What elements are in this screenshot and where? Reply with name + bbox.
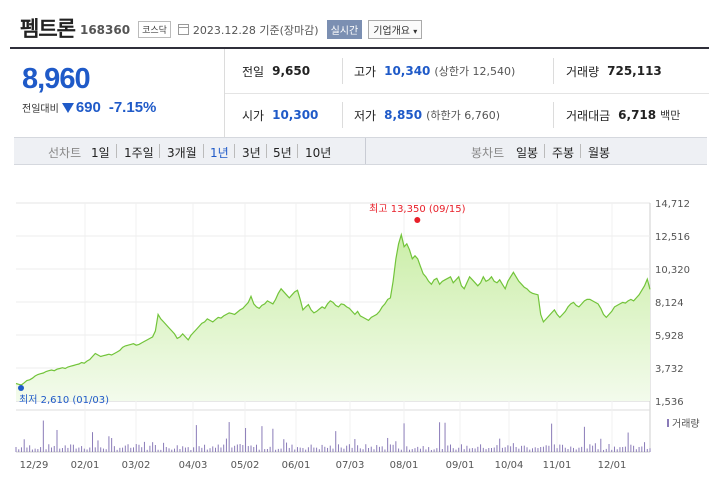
open-value: 10,300 <box>272 108 319 122</box>
y-tick-label: 8,124 <box>655 298 684 309</box>
quote-date: 2023.12.28 기준(장마감) <box>192 23 319 37</box>
volume-label: 거래량 <box>566 64 600 79</box>
volume-legend-label: 거래량 <box>672 418 700 430</box>
quote-grid: 전일 9,650 고가 10,340 (상한가 12,540) 거래량 725,… <box>225 49 709 137</box>
candle-weekly-tab[interactable]: 주봉 <box>552 146 575 160</box>
trade-value-unit: 백만 <box>660 109 681 122</box>
high-label: 고가 <box>354 64 377 79</box>
min-marker <box>18 385 24 391</box>
realtime-button[interactable]: 실시간 <box>326 20 363 39</box>
period-3m-tab[interactable]: 3개월 <box>167 146 197 160</box>
upper-limit: (상한가 12,540) <box>434 65 516 78</box>
quote-separator <box>553 58 554 84</box>
volume-value: 725,113 <box>607 64 662 78</box>
down-arrow-icon <box>61 102 74 113</box>
prev-close-cell: 전일 9,650 <box>242 49 310 93</box>
tab-divider <box>580 144 581 158</box>
period-1w-tab[interactable]: 1주일 <box>124 146 154 160</box>
tab-divider <box>116 144 117 158</box>
period-1d-tab[interactable]: 1일 <box>91 146 110 160</box>
x-tick-label: 09/01 <box>446 460 475 471</box>
candle-monthly-tab[interactable]: 월봉 <box>588 146 611 160</box>
x-tick-label: 02/01 <box>71 460 100 471</box>
current-price: 8,960 <box>22 63 91 95</box>
candle-daily-tab[interactable]: 일봉 <box>516 146 539 160</box>
trade-value: 6,718 <box>618 108 657 122</box>
open-label: 시가 <box>242 108 265 123</box>
stock-name: 펨트론 <box>20 17 76 41</box>
period-3y-tab[interactable]: 3년 <box>242 146 261 160</box>
y-tick-label: 12,516 <box>655 232 690 243</box>
y-axis-labels: 14,712 12,516 10,320 8,124 5,928 3,732 1,536 <box>655 199 690 408</box>
y-tick-label: 1,536 <box>655 397 684 408</box>
x-tick-label: 08/01 <box>390 460 419 471</box>
stock-code: 168360 <box>79 23 131 37</box>
period-1y-tab[interactable]: 1년 <box>210 146 229 160</box>
prev-close-value: 9,650 <box>272 64 311 78</box>
prev-close-label: 전일 <box>242 64 265 79</box>
y-tick-label: 10,320 <box>655 265 690 276</box>
company-overview-label: 기업개요 <box>373 26 411 37</box>
x-tick-label: 12/29 <box>20 460 49 471</box>
x-tick-label: 11/01 <box>543 460 572 471</box>
company-overview-select[interactable]: 기업개요 ▾ <box>368 20 423 39</box>
x-tick-label: 05/02 <box>231 460 260 471</box>
tab-divider <box>203 144 204 158</box>
volume-legend-swatch <box>667 419 669 427</box>
x-tick-label: 04/03 <box>179 460 208 471</box>
chevron-down-icon: ▾ <box>413 27 418 36</box>
calendar-icon <box>177 24 189 35</box>
x-tick-label: 06/01 <box>282 460 311 471</box>
trade-value-cell: 거래대금 6,718 백만 <box>566 93 680 137</box>
y-tick-label: 5,928 <box>655 331 684 342</box>
y-tick-label: 3,732 <box>655 364 684 375</box>
period-5y-tab[interactable]: 5년 <box>273 146 292 160</box>
chart-period-bar: 선차트 1일 1주일 3개월 1년 3년 5년 10년 봉차트 일봉 주봉 월봉 <box>14 137 707 165</box>
open-cell: 시가 10,300 <box>242 93 318 137</box>
tab-divider <box>297 144 298 158</box>
max-marker <box>414 217 421 223</box>
quote-separator <box>342 102 343 128</box>
price-area <box>16 234 650 401</box>
candle-chart-label: 봉차트 <box>471 146 505 160</box>
stock-header: 펨트론 168360 코스닥 2023.12.28 기준(장마감) 실시간 기업… <box>20 14 423 42</box>
change-label: 전일대비 <box>22 104 59 115</box>
min-annotation: 최저 2,610 (01/03) <box>19 394 109 406</box>
x-axis-labels: 12/29 02/01 03/02 04/03 05/02 06/01 07/03 08/01… <box>20 460 627 471</box>
price-change-row: 전일대비 690 -7.15% <box>22 99 156 116</box>
lower-limit: (하한가 6,760) <box>426 109 500 122</box>
volume-bars: 거래량 <box>15 418 700 452</box>
tab-divider <box>266 144 267 158</box>
quote-row-divider <box>225 93 709 94</box>
high-cell: 고가 10,340 (상한가 12,540) <box>354 49 515 93</box>
market-badge: 코스닥 <box>138 21 171 38</box>
tab-divider <box>544 144 545 158</box>
high-value: 10,340 <box>384 64 431 78</box>
low-label: 저가 <box>354 108 377 123</box>
x-tick-label: 10/04 <box>495 460 524 471</box>
volume-cell: 거래량 725,113 <box>566 49 662 93</box>
header-divider <box>10 47 709 49</box>
max-annotation: 최고 13,350 (09/15) <box>369 203 465 215</box>
line-chart-label: 선차트 <box>48 146 82 160</box>
change-rate: -7.15% <box>108 99 157 116</box>
y-tick-label: 14,712 <box>655 199 690 210</box>
low-cell: 저가 8,850 (하한가 6,760) <box>354 93 500 137</box>
x-tick-label: 07/03 <box>336 460 365 471</box>
period-bar-divider <box>365 138 366 164</box>
period-10y-tab[interactable]: 10년 <box>305 146 332 160</box>
price-line <box>15 232 651 386</box>
extreme-markers: 최고 13,350 (09/15) 최저 2,610 (01/03) <box>18 203 466 406</box>
current-price-box: 8,960 전일대비 690 -7.15% <box>10 49 225 137</box>
quote-separator <box>342 58 343 84</box>
x-tick-label: 03/02 <box>122 460 151 471</box>
quote-separator <box>553 102 554 128</box>
low-value: 8,850 <box>384 108 423 122</box>
tab-divider <box>234 144 235 158</box>
change-amount: 690 <box>75 99 101 116</box>
trade-value-label: 거래대금 <box>566 108 611 123</box>
tab-divider <box>159 144 160 158</box>
x-tick-label: 12/01 <box>598 460 627 471</box>
